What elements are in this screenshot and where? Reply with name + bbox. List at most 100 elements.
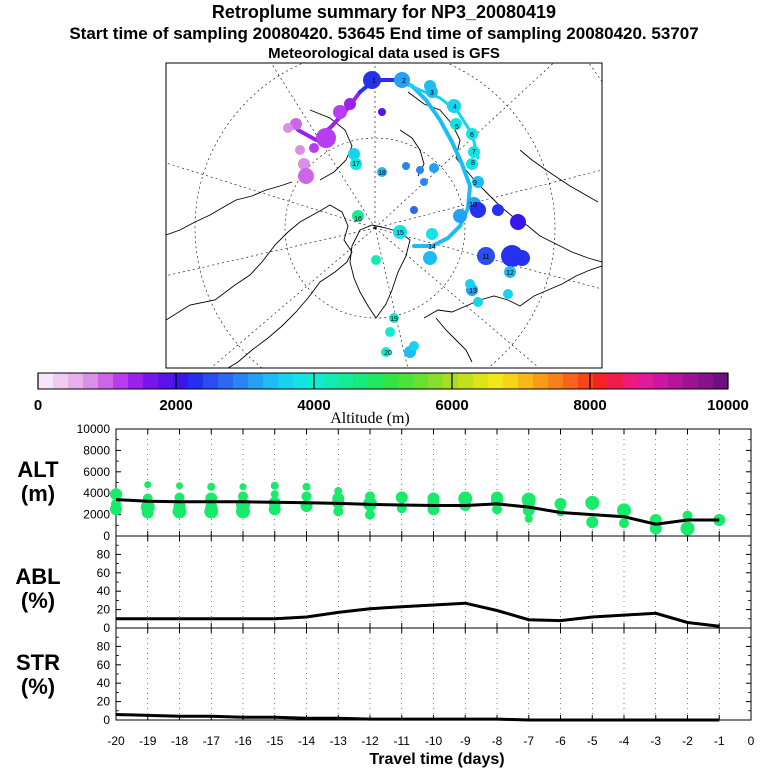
plume-marker <box>348 148 360 160</box>
plume-marker <box>290 118 302 130</box>
cluster-point <box>492 504 502 515</box>
x-tick-label: -1 <box>714 734 725 748</box>
colorbar-cell <box>668 373 684 389</box>
coast-alaska <box>166 181 293 236</box>
colorbar-tick-label: 4000 <box>297 397 330 414</box>
colorbar-tick-label: 2000 <box>159 397 192 414</box>
colorbar-cell <box>608 373 624 389</box>
cluster-point <box>239 483 247 491</box>
plume-marker <box>453 209 467 223</box>
plume-marker <box>504 266 516 278</box>
colorbar-cell <box>263 373 279 389</box>
colorbar-cell <box>593 373 609 389</box>
colorbar-cell <box>113 373 129 389</box>
colorbar-cell <box>173 373 189 389</box>
day-marker-label: 7 <box>472 149 476 156</box>
day-marker-label: 20 <box>384 350 392 357</box>
plume-marker <box>492 204 504 216</box>
cluster-point <box>649 522 662 535</box>
plume-marker <box>447 99 461 113</box>
cluster-point <box>174 492 185 503</box>
day-marker-label: 3 <box>430 90 434 97</box>
cluster-point <box>204 504 219 519</box>
altitude-colorbar: 0 2000 4000 6000 8000 10000 <box>34 372 749 414</box>
y-tick-label: 40 <box>97 676 111 690</box>
colorbar-cell <box>443 373 459 389</box>
coast-norway <box>435 317 473 363</box>
cluster-point <box>110 503 122 516</box>
x-tick-label: -13 <box>330 734 348 748</box>
colorbar-cell <box>233 373 249 389</box>
cluster-point <box>270 490 279 499</box>
colorbar-cell <box>143 373 159 389</box>
x-axis-label: Travel time (days) <box>369 751 504 768</box>
plume-marker <box>389 313 399 323</box>
colorbar-cell <box>188 373 204 389</box>
day-marker-label: 18 <box>378 170 386 177</box>
plume-marker <box>473 297 483 307</box>
plume-marker <box>420 178 428 186</box>
cluster-point <box>141 506 154 519</box>
str-label-line: STR <box>16 650 60 675</box>
plume-marker <box>394 72 410 88</box>
plume-marker <box>466 128 478 140</box>
plume-marker <box>363 71 381 89</box>
colorbar-cell <box>518 373 534 389</box>
abl-panel: 0 20 40 60 80 <box>97 535 752 635</box>
y-tick-label: 0 <box>103 529 110 543</box>
colorbar-tick-label: 6000 <box>435 397 468 414</box>
colorbar-cell <box>383 373 399 389</box>
coast-greenland <box>349 224 411 319</box>
str-panel-label: STR (%) <box>8 651 68 699</box>
x-tick-label: -2 <box>682 734 693 748</box>
plume-marker <box>423 251 437 265</box>
figure-title: Retroplume summary for NP3_20080419 <box>211 2 557 22</box>
colorbar-cell <box>248 373 264 389</box>
colorbar-cell <box>698 373 714 389</box>
cluster-point <box>619 518 629 529</box>
colorbar-cell <box>548 373 564 389</box>
colorbar-cell <box>413 373 429 389</box>
cluster-point <box>302 482 311 491</box>
lat-circle-80 <box>284 137 466 319</box>
meridians <box>166 63 602 368</box>
cluster-point <box>236 504 250 519</box>
y-tick-label: 60 <box>97 658 111 672</box>
plume-marker <box>371 255 381 265</box>
cluster-point <box>586 516 599 529</box>
x-tick-label: -6 <box>555 734 566 748</box>
plume-marker <box>393 225 407 239</box>
y-tick-label: 0 <box>103 713 110 727</box>
cluster-point <box>172 504 187 519</box>
y-tick-label: 0 <box>103 621 110 635</box>
x-tick-label: -19 <box>139 734 157 748</box>
x-tick-label: -11 <box>394 734 411 748</box>
plume-marker <box>416 166 424 174</box>
colorbar-cell <box>158 373 174 389</box>
plume-marker <box>477 247 495 265</box>
colorbar-cell <box>533 373 549 389</box>
y-tick-label: 20 <box>97 695 111 709</box>
plume-marker <box>510 214 526 230</box>
colorbar-cell <box>473 373 489 389</box>
day-marker-label: 8 <box>471 160 475 167</box>
y-tick-label: 40 <box>97 584 111 598</box>
trajectory-segment-cyan <box>396 78 472 248</box>
plume-marker <box>377 167 387 177</box>
alt-unit-line: (m) <box>20 481 56 506</box>
cluster-point <box>585 495 600 510</box>
time-series-panels: 0 2000 4000 6000 8000 10000 0 20 40 60 80 0 20 40 60 80… <box>77 422 755 768</box>
colorbar-cell <box>353 373 369 389</box>
y-tick-label: 60 <box>97 566 111 580</box>
plume-marker <box>295 145 305 155</box>
y-tick-label: 80 <box>97 547 111 561</box>
day-marker-label: 6 <box>470 132 474 139</box>
cluster-point <box>365 509 375 520</box>
day-marker-label: 9 <box>473 180 477 187</box>
plume-marker <box>309 143 319 153</box>
day-marker-label: 1 <box>372 78 376 85</box>
x-tick-label: 0 <box>748 734 755 748</box>
day-marker-label: 15 <box>396 230 404 237</box>
